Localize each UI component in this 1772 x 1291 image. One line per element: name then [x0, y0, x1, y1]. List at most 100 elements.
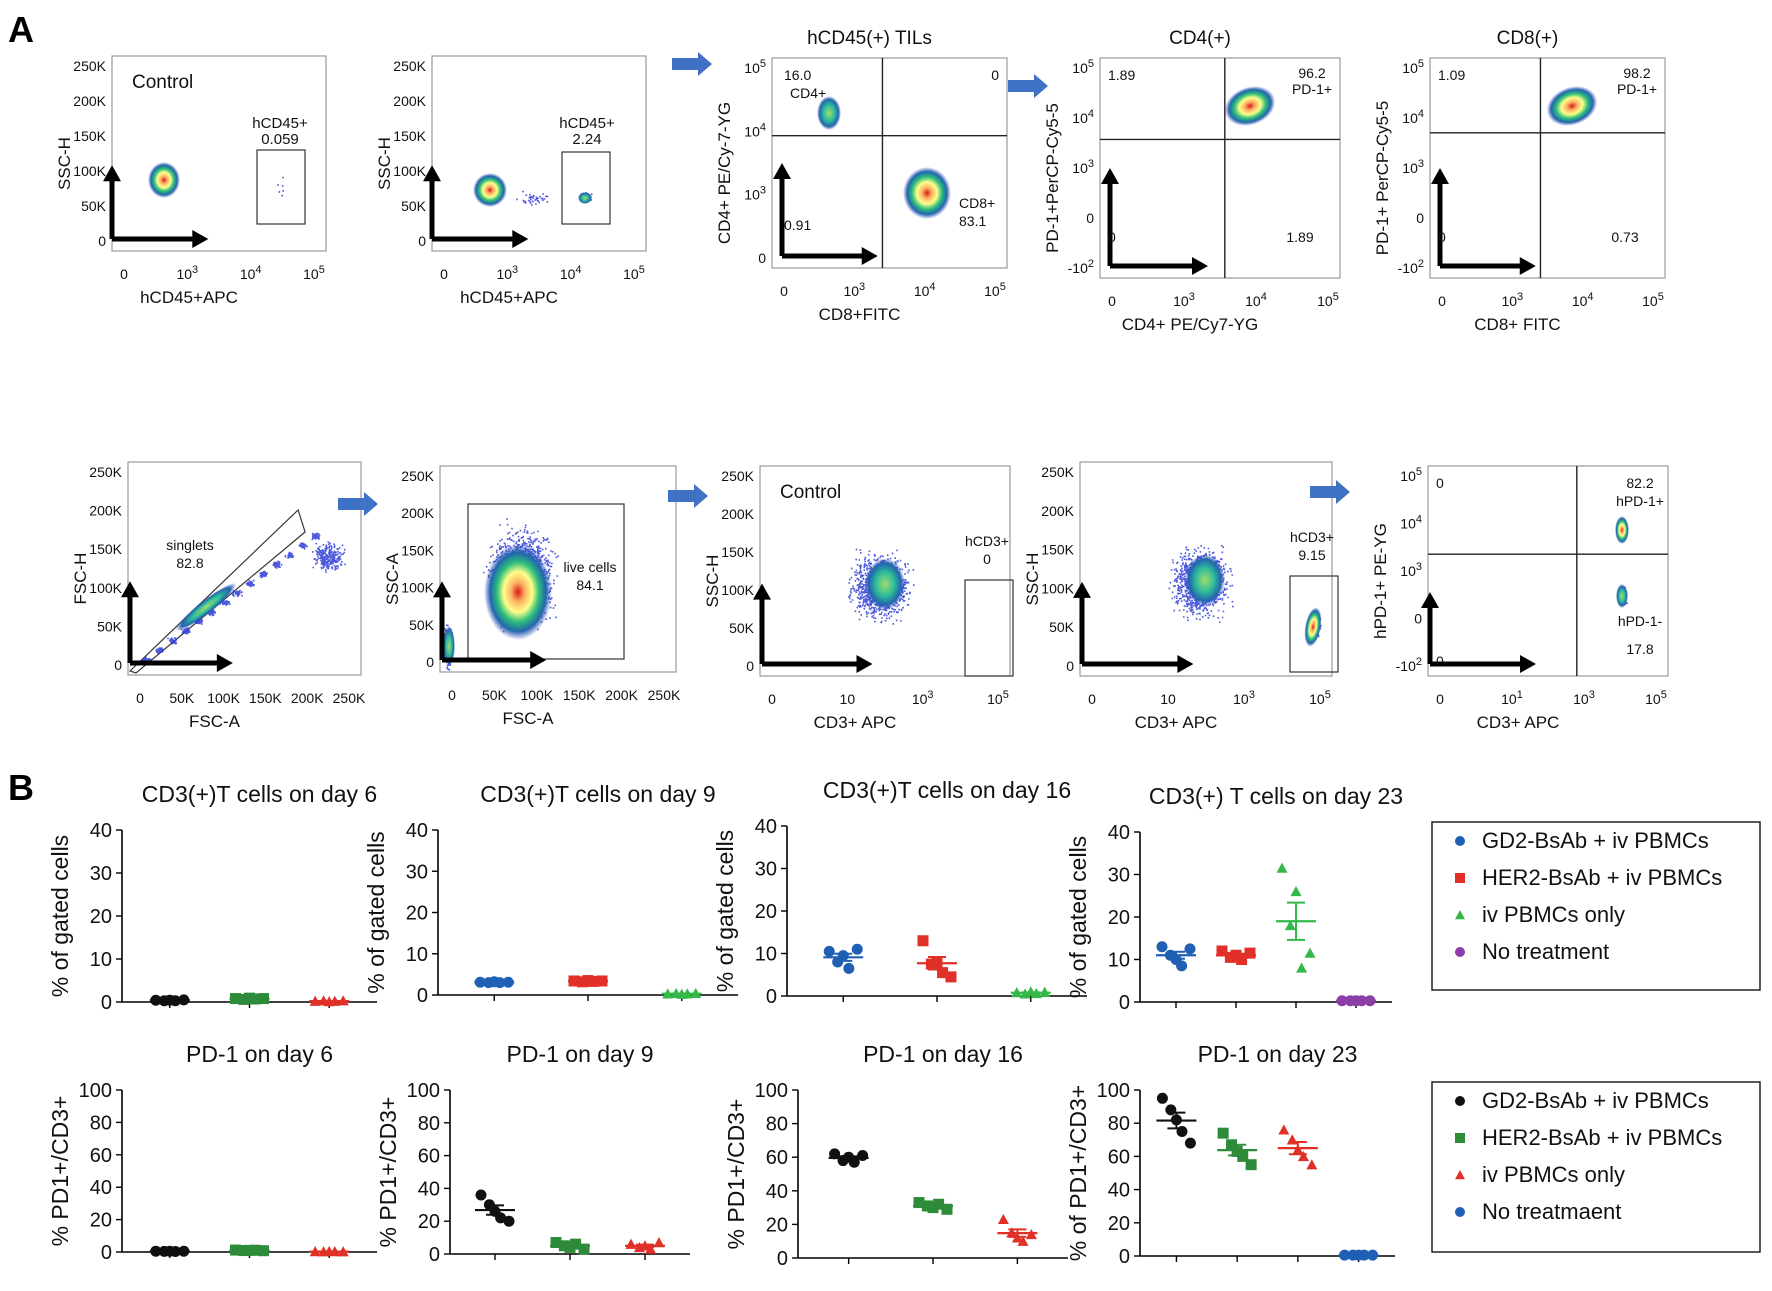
- y-tick-label: 0: [418, 233, 426, 249]
- x-tick-label: 0: [448, 687, 456, 703]
- y-tick-label: 100: [755, 1080, 788, 1102]
- quadrant-ur-name: PD-1+: [1292, 81, 1332, 97]
- y-tick-label: 50K: [401, 198, 427, 214]
- y-tick-label: 0: [766, 986, 777, 1008]
- data-point: [851, 943, 863, 955]
- row2-panel-5: 105 104 103 0 -102 0 101 103 105 CD3+ APC hPD-1+ P…: [1371, 465, 1669, 732]
- legend-label: HER2-BsAb + iv PBMCs: [1482, 1125, 1722, 1150]
- y-tick-label: 80: [90, 1112, 112, 1134]
- y-tick-label: 50K: [409, 617, 435, 633]
- data-point: [653, 1237, 665, 1248]
- data-point: [625, 1238, 637, 1249]
- y-tick-label: 0: [1086, 210, 1094, 226]
- y-tick-label: 100K: [721, 582, 754, 598]
- data-point: [1297, 1150, 1309, 1162]
- dotplot-5: 0 20 40 60 80 100 PD-1 on day 6 % PD1+/CD3+: [47, 1041, 377, 1264]
- quadrant-ll-value: 0: [1436, 653, 1444, 669]
- x-tick-label: 0: [440, 266, 448, 282]
- chart-title: CD3(+)T cells on day 9: [480, 781, 715, 807]
- x-axis-label: CD3+ APC: [1135, 713, 1218, 732]
- data-point: [1184, 943, 1196, 955]
- y-tick-label: 60: [90, 1145, 112, 1167]
- x-tick-label: 105: [623, 264, 645, 282]
- y-tick-label: 200K: [89, 503, 122, 519]
- legend-label: No treatment: [1482, 939, 1609, 964]
- y-tick-label: 105: [1402, 58, 1424, 76]
- gate-box: [1289, 575, 1339, 673]
- row1-panel-4: 105 104 103 0 -102 0 103 104 105 CD4+ PE/Cy7-YG PD…: [1043, 28, 1341, 334]
- legend-label: GD2-BsAb + iv PBMCs: [1482, 1088, 1709, 1113]
- data-point: [945, 971, 957, 983]
- x-tick-label: 103: [1573, 689, 1595, 707]
- legend-label: iv PBMCs only: [1482, 1162, 1625, 1187]
- x-tick-label: 0: [120, 266, 128, 282]
- quadrant-lr-name: hPD-1-: [1618, 613, 1663, 629]
- density-blob: [1615, 516, 1629, 544]
- legend-label: HER2-BsAb + iv PBMCs: [1482, 865, 1722, 890]
- y-tick-label: 30: [406, 861, 428, 883]
- quadrant-ul-value: 16.0: [784, 67, 811, 83]
- x-tick-label: 100K: [207, 690, 240, 706]
- x-axis-label: FSC-A: [503, 709, 555, 728]
- chart-title: CD3(+)T cells on day 16: [823, 777, 1071, 803]
- x-axis-arrow-head: [856, 655, 873, 673]
- y-tick-label: 0: [746, 658, 754, 674]
- row1-panel-5: 105 104 103 0 -102 0 103 104 105 CD8+ FITC PD-1+ P…: [1373, 28, 1666, 334]
- event-dots: [298, 542, 308, 550]
- y-tick-label: 100: [1097, 1080, 1130, 1102]
- y-axis-label: % of gated cells: [47, 835, 73, 997]
- event-dots: [180, 627, 191, 635]
- y-tick-label: 0: [114, 657, 122, 673]
- plot-frame: [439, 465, 677, 673]
- quadrant-ll-value: 0.91: [784, 217, 811, 233]
- y-tick-label: 150K: [1041, 542, 1074, 558]
- x-tick-label: 0: [1108, 293, 1116, 309]
- y-tick-label: 60: [766, 1147, 788, 1169]
- density-blob: [578, 192, 592, 204]
- y-tick-label: 200K: [73, 93, 106, 109]
- y-tick-label: 103: [744, 185, 766, 203]
- y-tick-label: 10: [755, 944, 777, 966]
- event-dots: [231, 589, 243, 597]
- x-axis-label: CD8+ FITC: [1474, 315, 1560, 334]
- event-dots: [312, 541, 346, 573]
- y-tick-label: 0: [426, 654, 434, 670]
- dotplot-6: 0 20 40 60 80 100 PD-1 on day 9 % PD1+/CD3+: [375, 1041, 690, 1266]
- legend-label: GD2-BsAb + iv PBMCs: [1482, 828, 1709, 853]
- y-tick-label: 20: [1108, 1213, 1130, 1235]
- gate-name: live cells: [564, 559, 617, 575]
- density-blob: [1616, 584, 1628, 608]
- y-axis-arrow-head: [423, 165, 441, 182]
- quadrant-ul-value: 1.09: [1438, 67, 1465, 83]
- data-point: [1304, 947, 1316, 958]
- data-point: [1165, 1104, 1177, 1116]
- plot-frame: [431, 55, 647, 252]
- legend-box: [1431, 821, 1761, 991]
- y-tick-label: 50K: [97, 618, 123, 634]
- x-tick-label: 105: [1642, 291, 1664, 309]
- density-blob: [1546, 86, 1598, 126]
- quadrant-lr-value: 17.8: [1626, 641, 1653, 657]
- row2-panel-1: 250K 200K 150K 100K 50K 0 0 50K 100K 150K 200K 250K…: [71, 461, 366, 731]
- x-tick-label: 101: [1501, 689, 1523, 707]
- data-point: [857, 1150, 869, 1162]
- legend-label: iv PBMCs only: [1482, 902, 1625, 927]
- panel-title: hCD45(+) TILs: [807, 28, 932, 49]
- y-tick-label: 0: [1416, 210, 1424, 226]
- y-axis-label: hPD-1+ PE-YG: [1371, 523, 1390, 639]
- y-tick-label: -102: [1398, 258, 1424, 276]
- data-point: [1284, 920, 1296, 931]
- dotplot-1: 0 10 20 30 40 CD3(+)T cells on day 6 % of gate…: [47, 781, 377, 1014]
- y-axis-arrow-head: [753, 583, 771, 600]
- data-point: [503, 1215, 515, 1227]
- y-tick-label: 20: [90, 906, 112, 928]
- y-tick-label: 250K: [1041, 464, 1074, 480]
- y-tick-label: 200K: [393, 93, 426, 109]
- density-blob: [484, 544, 552, 640]
- panel-title: CD8(+): [1497, 28, 1559, 49]
- event-dots: [259, 570, 268, 579]
- y-axis-label: % PD1+/CD3+: [723, 1099, 749, 1250]
- gate-value: 0: [983, 551, 991, 567]
